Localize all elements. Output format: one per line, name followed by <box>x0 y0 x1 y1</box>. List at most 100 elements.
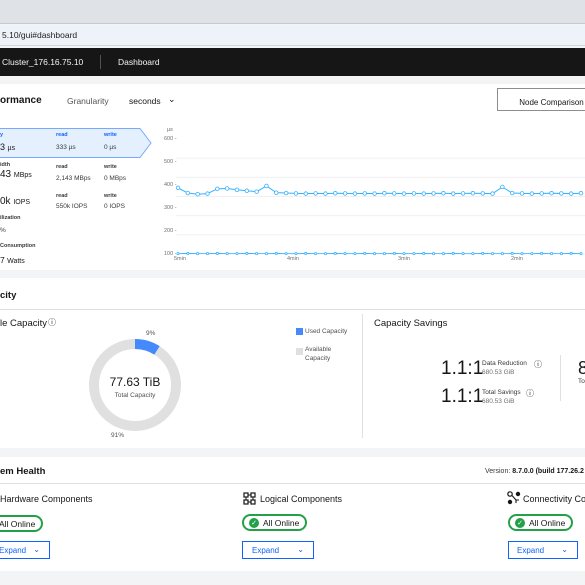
x-tick-label: 2min <box>511 256 523 262</box>
data-point <box>412 252 416 256</box>
data-point <box>264 183 269 189</box>
data-point <box>559 252 563 256</box>
data-point <box>245 251 249 255</box>
latency-chart[interactable] <box>176 124 585 256</box>
chevron-down-icon[interactable]: ⌄ <box>168 94 176 104</box>
data-point <box>529 191 535 196</box>
y-tick-label: 100 - <box>164 251 177 257</box>
data-point <box>520 252 524 256</box>
data-point <box>284 252 288 256</box>
data-point <box>363 251 367 255</box>
connectivity-status-badge: ✓ All Online <box>508 514 574 531</box>
info-icon[interactable]: ⓘ <box>534 360 542 369</box>
granularity-dropdown[interactable]: seconds <box>129 96 161 106</box>
available-percent-label: 91% <box>111 432 125 439</box>
data-point <box>471 252 475 256</box>
iops-read-label: read <box>56 193 68 199</box>
bandwidth-read-label: read <box>56 164 68 170</box>
usable-capacity-title: le Capacity <box>0 318 47 329</box>
capacity-savings-title: Capacity Savings <box>374 318 448 329</box>
granularity-label: Granularity <box>67 96 109 106</box>
top-navigation: Cluster_176.16.75.10 Dashboard <box>0 48 585 76</box>
data-point <box>323 191 328 196</box>
bandwidth-label[interactable]: idth <box>0 162 11 168</box>
hardware-expand-button[interactable]: Expand ⌄ <box>0 541 50 559</box>
bandwidth-write-label: write <box>104 164 117 170</box>
data-point <box>411 191 417 196</box>
page-breadcrumb: Dashboard <box>118 57 160 67</box>
data-point <box>185 190 191 196</box>
data-point <box>205 252 209 256</box>
data-point <box>500 184 505 190</box>
y-tick-label: 200 - <box>164 228 177 234</box>
node-comparison-button[interactable]: Node Comparison <box>497 88 585 111</box>
data-point <box>235 252 239 256</box>
data-point <box>333 251 337 255</box>
chevron-down-icon: ⌄ <box>297 545 304 554</box>
data-point <box>382 191 387 196</box>
savings-cut-value: 8 <box>578 358 585 378</box>
y-tick-label: 500 - <box>164 159 177 165</box>
y-tick-label: 400 - <box>164 182 177 188</box>
logical-status-badge: ✓ All Online <box>242 514 308 531</box>
savings-cut-label: To <box>578 378 585 385</box>
data-point <box>578 191 584 196</box>
connectivity-components-title: Connectivity Co <box>523 494 585 504</box>
data-point <box>195 191 200 197</box>
version-info: Version: 8.7.0.0 (build 177.26.2 <box>485 468 584 475</box>
data-point <box>176 185 181 191</box>
performance-title: ormance <box>0 95 42 106</box>
bandwidth-write-value: 0 MBps <box>104 175 127 182</box>
data-point <box>540 251 544 255</box>
selected-metric-highlight[interactable] <box>0 128 152 158</box>
data-point <box>441 252 445 256</box>
data-point <box>294 252 298 256</box>
y-tick-label: 600 - <box>164 136 177 142</box>
power-value[interactable]: 7 Watts <box>0 255 25 265</box>
data-point <box>362 191 367 196</box>
data-point <box>342 191 348 196</box>
x-tick-label: 3min <box>398 256 410 262</box>
iops-value[interactable]: 0k IOPS <box>0 196 31 207</box>
data-point <box>579 252 583 256</box>
connectivity-icon <box>507 491 521 505</box>
data-point <box>382 252 386 256</box>
divider <box>0 483 585 484</box>
latency-label[interactable]: y <box>0 132 4 138</box>
total-savings-ratio: 1.1:1 <box>441 386 484 407</box>
data-reduction-info: Data Reduction 680.53 GiB <box>482 360 527 376</box>
data-point <box>402 252 406 256</box>
info-icon[interactable]: ⓘ <box>526 389 534 398</box>
bandwidth-value[interactable]: 43 MBps <box>0 169 32 180</box>
data-point <box>480 191 485 196</box>
used-legend-label: Used Capacity <box>305 328 348 335</box>
data-point <box>392 251 396 255</box>
data-point <box>234 187 240 192</box>
data-point <box>500 252 504 256</box>
utilization-label[interactable]: ilization <box>0 215 21 221</box>
data-point <box>333 191 338 196</box>
capacity-donut-chart[interactable] <box>87 337 183 433</box>
power-label[interactable]: Consumption <box>0 243 36 249</box>
data-point <box>255 252 259 256</box>
data-point <box>490 191 495 196</box>
data-point <box>422 251 426 255</box>
info-icon[interactable]: ⓘ <box>48 318 56 327</box>
data-point <box>215 186 220 192</box>
logical-expand-button[interactable]: Expand ⌄ <box>242 541 314 559</box>
system-health-title: em Health <box>0 466 46 477</box>
divider <box>560 355 561 401</box>
data-point <box>509 190 515 196</box>
connectivity-expand-button[interactable]: Expand ⌄ <box>508 541 578 559</box>
cluster-name[interactable]: Cluster_176.16.75.10 <box>2 57 84 67</box>
data-point <box>481 251 485 255</box>
address-bar[interactable]: 5.10/gui#dashboard <box>0 25 585 46</box>
latency-value[interactable]: 3 µs <box>0 142 16 152</box>
utilization-value[interactable]: % <box>0 227 6 234</box>
latency-read-label: read <box>56 132 68 138</box>
data-point <box>196 252 200 256</box>
data-point <box>568 191 574 196</box>
data-point <box>460 191 466 196</box>
iops-write-value: 0 IOPS <box>104 203 125 210</box>
url-text[interactable]: 5.10/gui#dashboard <box>2 30 78 40</box>
